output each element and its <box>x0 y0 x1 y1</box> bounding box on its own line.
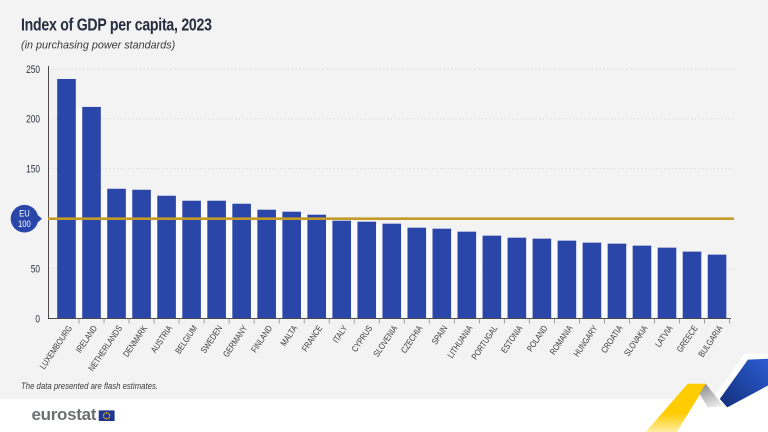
svg-text:250: 250 <box>26 64 40 77</box>
svg-text:100: 100 <box>18 218 31 229</box>
svg-text:(in purchasing power standards: (in purchasing power standards) <box>21 40 175 52</box>
svg-text:The data presented are flash e: The data presented are flash estimates. <box>21 380 158 391</box>
svg-text:50: 50 <box>31 263 41 276</box>
svg-text:EU: EU <box>19 208 30 219</box>
svg-text:150: 150 <box>26 163 40 176</box>
svg-text:Index of GDP per capita, 2023: Index of GDP per capita, 2023 <box>21 16 212 35</box>
svg-text:200: 200 <box>26 114 40 127</box>
svg-text:eurostat: eurostat <box>32 405 97 424</box>
svg-text:0: 0 <box>35 313 40 326</box>
